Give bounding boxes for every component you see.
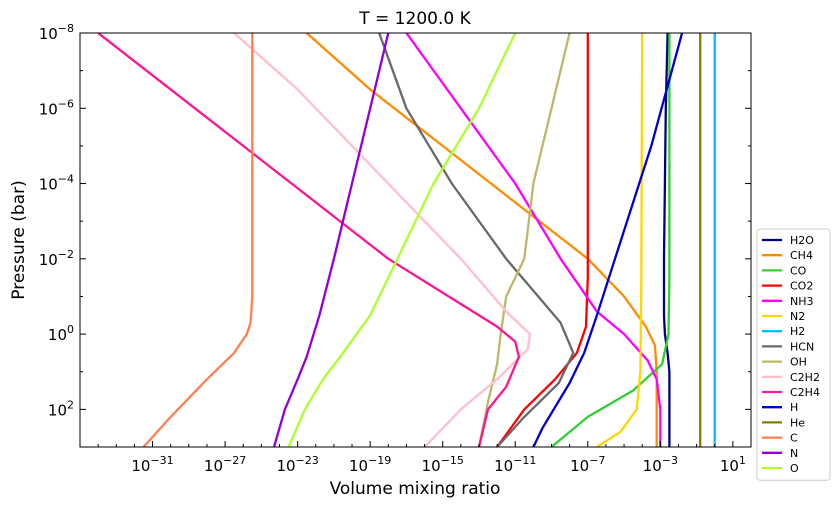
legend-label-ch4: CH4 — [790, 249, 813, 262]
y-axis-label: Pressure (bar) — [9, 180, 29, 299]
series-line-oh — [477, 33, 571, 447]
legend-label-co: CO — [790, 264, 807, 277]
series-line-co — [550, 33, 671, 447]
series-line-n2 — [596, 33, 644, 447]
x-tick-label: 10−27 — [204, 454, 246, 475]
legend-label-h2o: H2O — [790, 234, 814, 247]
y-tick-label: 10−6 — [39, 97, 74, 118]
y-tick-label: 102 — [48, 398, 74, 419]
series-line-co2 — [496, 33, 589, 447]
series-line-h — [532, 33, 684, 447]
x-tick-label: 10−11 — [494, 454, 536, 475]
y-tick-label: 10−2 — [39, 248, 74, 269]
series-line-c — [142, 33, 254, 447]
legend-label-c: C — [790, 432, 798, 445]
chart-title: T = 1200.0 K — [358, 9, 471, 29]
y-tick-label: 10−4 — [39, 173, 74, 194]
legend-label-n2: N2 — [790, 310, 805, 323]
x-tick-label: 10−15 — [422, 454, 464, 475]
x-tick-label: 10−3 — [643, 454, 678, 475]
legend-label-nh3: NH3 — [790, 295, 814, 308]
series-line-h2o — [662, 33, 671, 447]
series-line-o — [287, 33, 517, 447]
legend: H2O CH4 CO CO2 NH3 N2 H2 HCN OH C2H2 C2H4 H He CNO — [756, 228, 831, 481]
legend-label-oh: OH — [790, 356, 807, 369]
x-tick-label: 10−7 — [570, 454, 605, 475]
series-line-c2h2 — [233, 33, 531, 447]
x-tick-label: 101 — [720, 454, 746, 475]
legend-label-h: H — [790, 401, 798, 414]
legend-box — [756, 228, 831, 481]
legend-label-c2h2: C2H2 — [790, 371, 820, 384]
y-tick-label: 10−8 — [39, 22, 74, 43]
x-axis-ticks: 10−31 10−27 10−23 10−19 10−15 10−11 10−7 10−3 10… — [97, 441, 752, 475]
legend-label-h2: H2 — [790, 325, 805, 338]
legend-label-hcn: HCN — [790, 340, 814, 353]
series-line-n — [272, 33, 390, 447]
legend-label-n: N — [790, 447, 798, 460]
series-line-c2h4 — [97, 33, 521, 447]
series-line-hcn — [378, 33, 575, 447]
series-line-ch4 — [305, 33, 658, 447]
x-tick-label: 10−23 — [276, 454, 318, 475]
series-line-nh3 — [405, 33, 662, 447]
legend-label-o: O — [790, 462, 799, 475]
series-layer — [97, 33, 716, 447]
legend-label-co2: CO2 — [790, 280, 813, 293]
legend-label-he: He — [790, 416, 805, 429]
x-tick-label: 10−19 — [349, 454, 391, 475]
x-tick-label: 10−31 — [131, 454, 173, 475]
plot-frame — [79, 32, 752, 448]
legend-label-c2h4: C2H4 — [790, 386, 820, 399]
y-axis-ticks: 10−8 10−6 10−4 10−2 100 102 — [39, 22, 751, 448]
y-tick-label: 100 — [48, 323, 74, 344]
x-axis-label: Volume mixing ratio — [330, 479, 501, 499]
